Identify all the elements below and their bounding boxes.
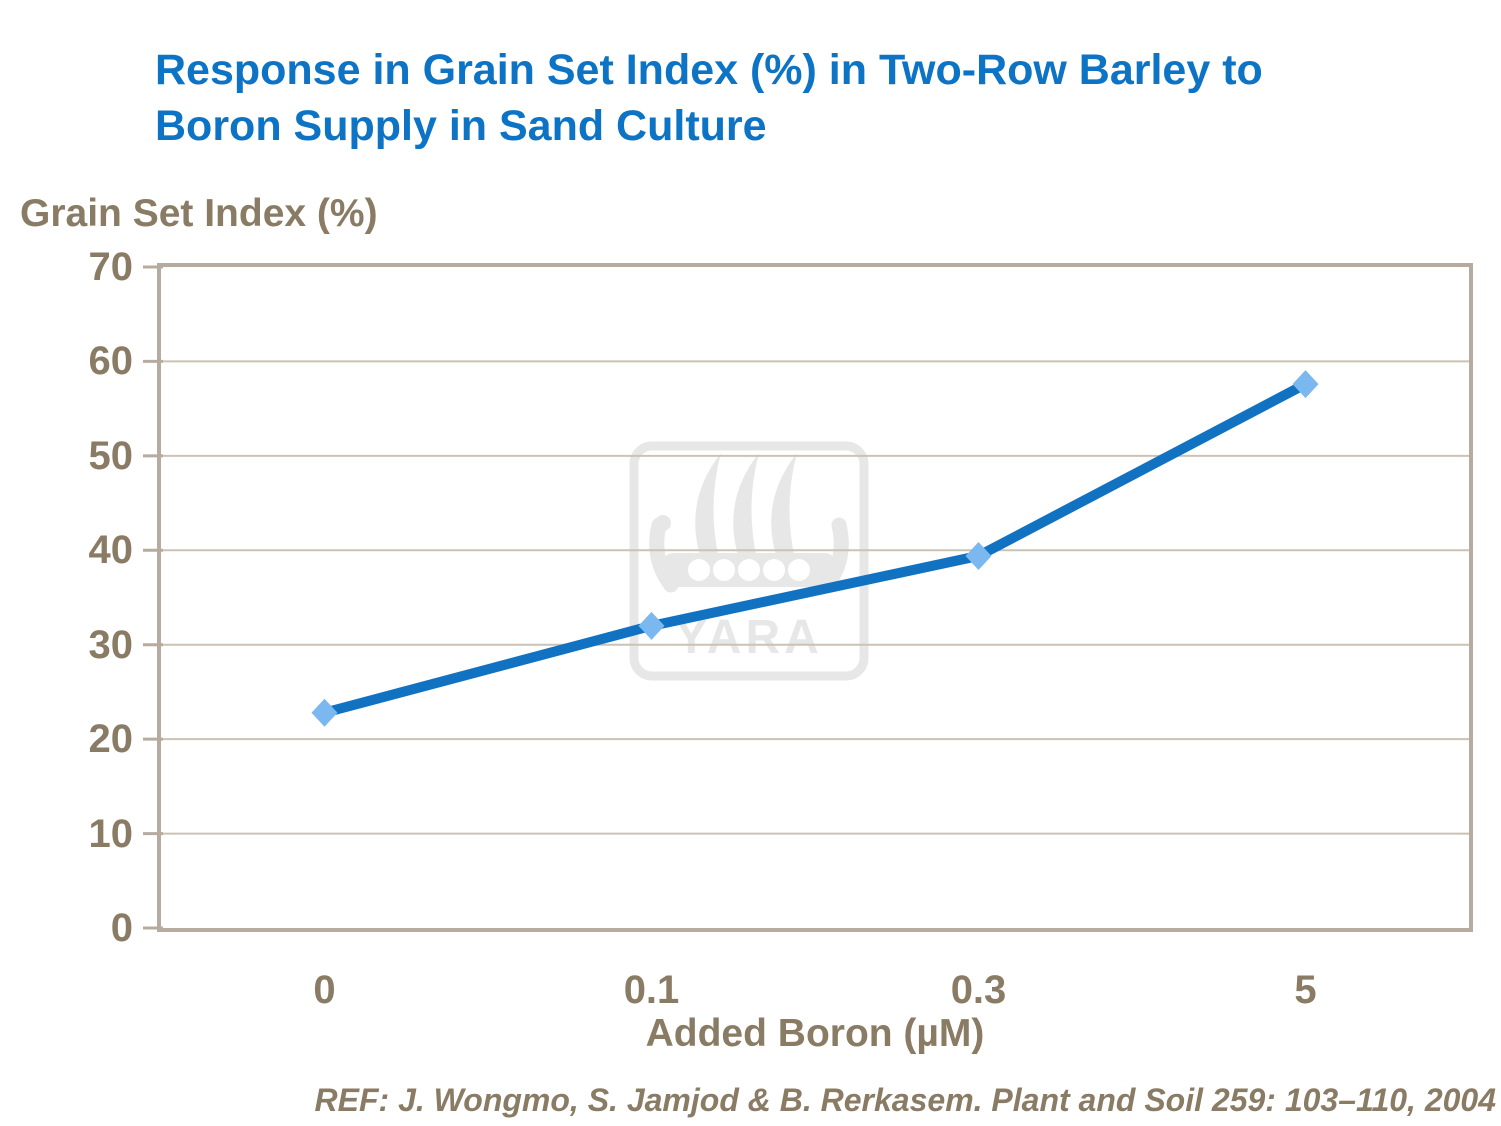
x-axis-labels: 0 0.1 0.3 5 — [161, 968, 1469, 1018]
data-point-marker — [1292, 370, 1319, 399]
y-tick-label: 20 — [88, 717, 134, 762]
y-tick-label: 40 — [88, 528, 134, 573]
x-tick-label: 0 — [313, 968, 336, 1012]
reference-citation: REF: J. Wongmo, S. Jamjod & B. Rerkasem.… — [314, 1082, 1496, 1118]
viking-ship-hull-icon — [649, 515, 849, 593]
y-axis-title: Grain Set Index (%) — [20, 192, 378, 235]
x-tick-label: 5 — [1294, 968, 1317, 1012]
y-axis-labels: 0 10 20 30 40 50 60 70 — [0, 245, 134, 950]
x-tick-label: 0.1 — [623, 968, 680, 1012]
data-point-marker — [965, 541, 992, 570]
y-tick-label: 0 — [110, 906, 133, 950]
data-point-marker — [638, 611, 665, 640]
gridlines — [143, 265, 1469, 930]
watermark-frame — [629, 441, 869, 681]
y-tick-label: 10 — [88, 811, 134, 856]
plot-area: YARA — [143, 263, 1473, 932]
y-tick-label: 50 — [88, 433, 134, 478]
y-tick-label: 60 — [88, 339, 134, 384]
y-tick-label: 30 — [88, 622, 134, 667]
chart-title-line1: Response in Grain Set Index (%) in Two-R… — [155, 46, 1263, 94]
y-tick-label: 70 — [88, 245, 134, 289]
chart-title-line2: Boron Supply in Sand Culture — [155, 102, 767, 150]
data-series-line — [319, 379, 1311, 718]
x-axis-title: Added Boron (µM) — [645, 1012, 985, 1055]
chart-title: Response in Grain Set Index (%) in Two-R… — [155, 42, 1485, 154]
chart-canvas — [143, 265, 1469, 930]
yara-logo-watermark: YARA — [629, 441, 869, 681]
data-point-marker — [311, 698, 338, 727]
viking-ship-sails-icon — [695, 453, 797, 559]
x-tick-label: 0.3 — [950, 968, 1007, 1012]
